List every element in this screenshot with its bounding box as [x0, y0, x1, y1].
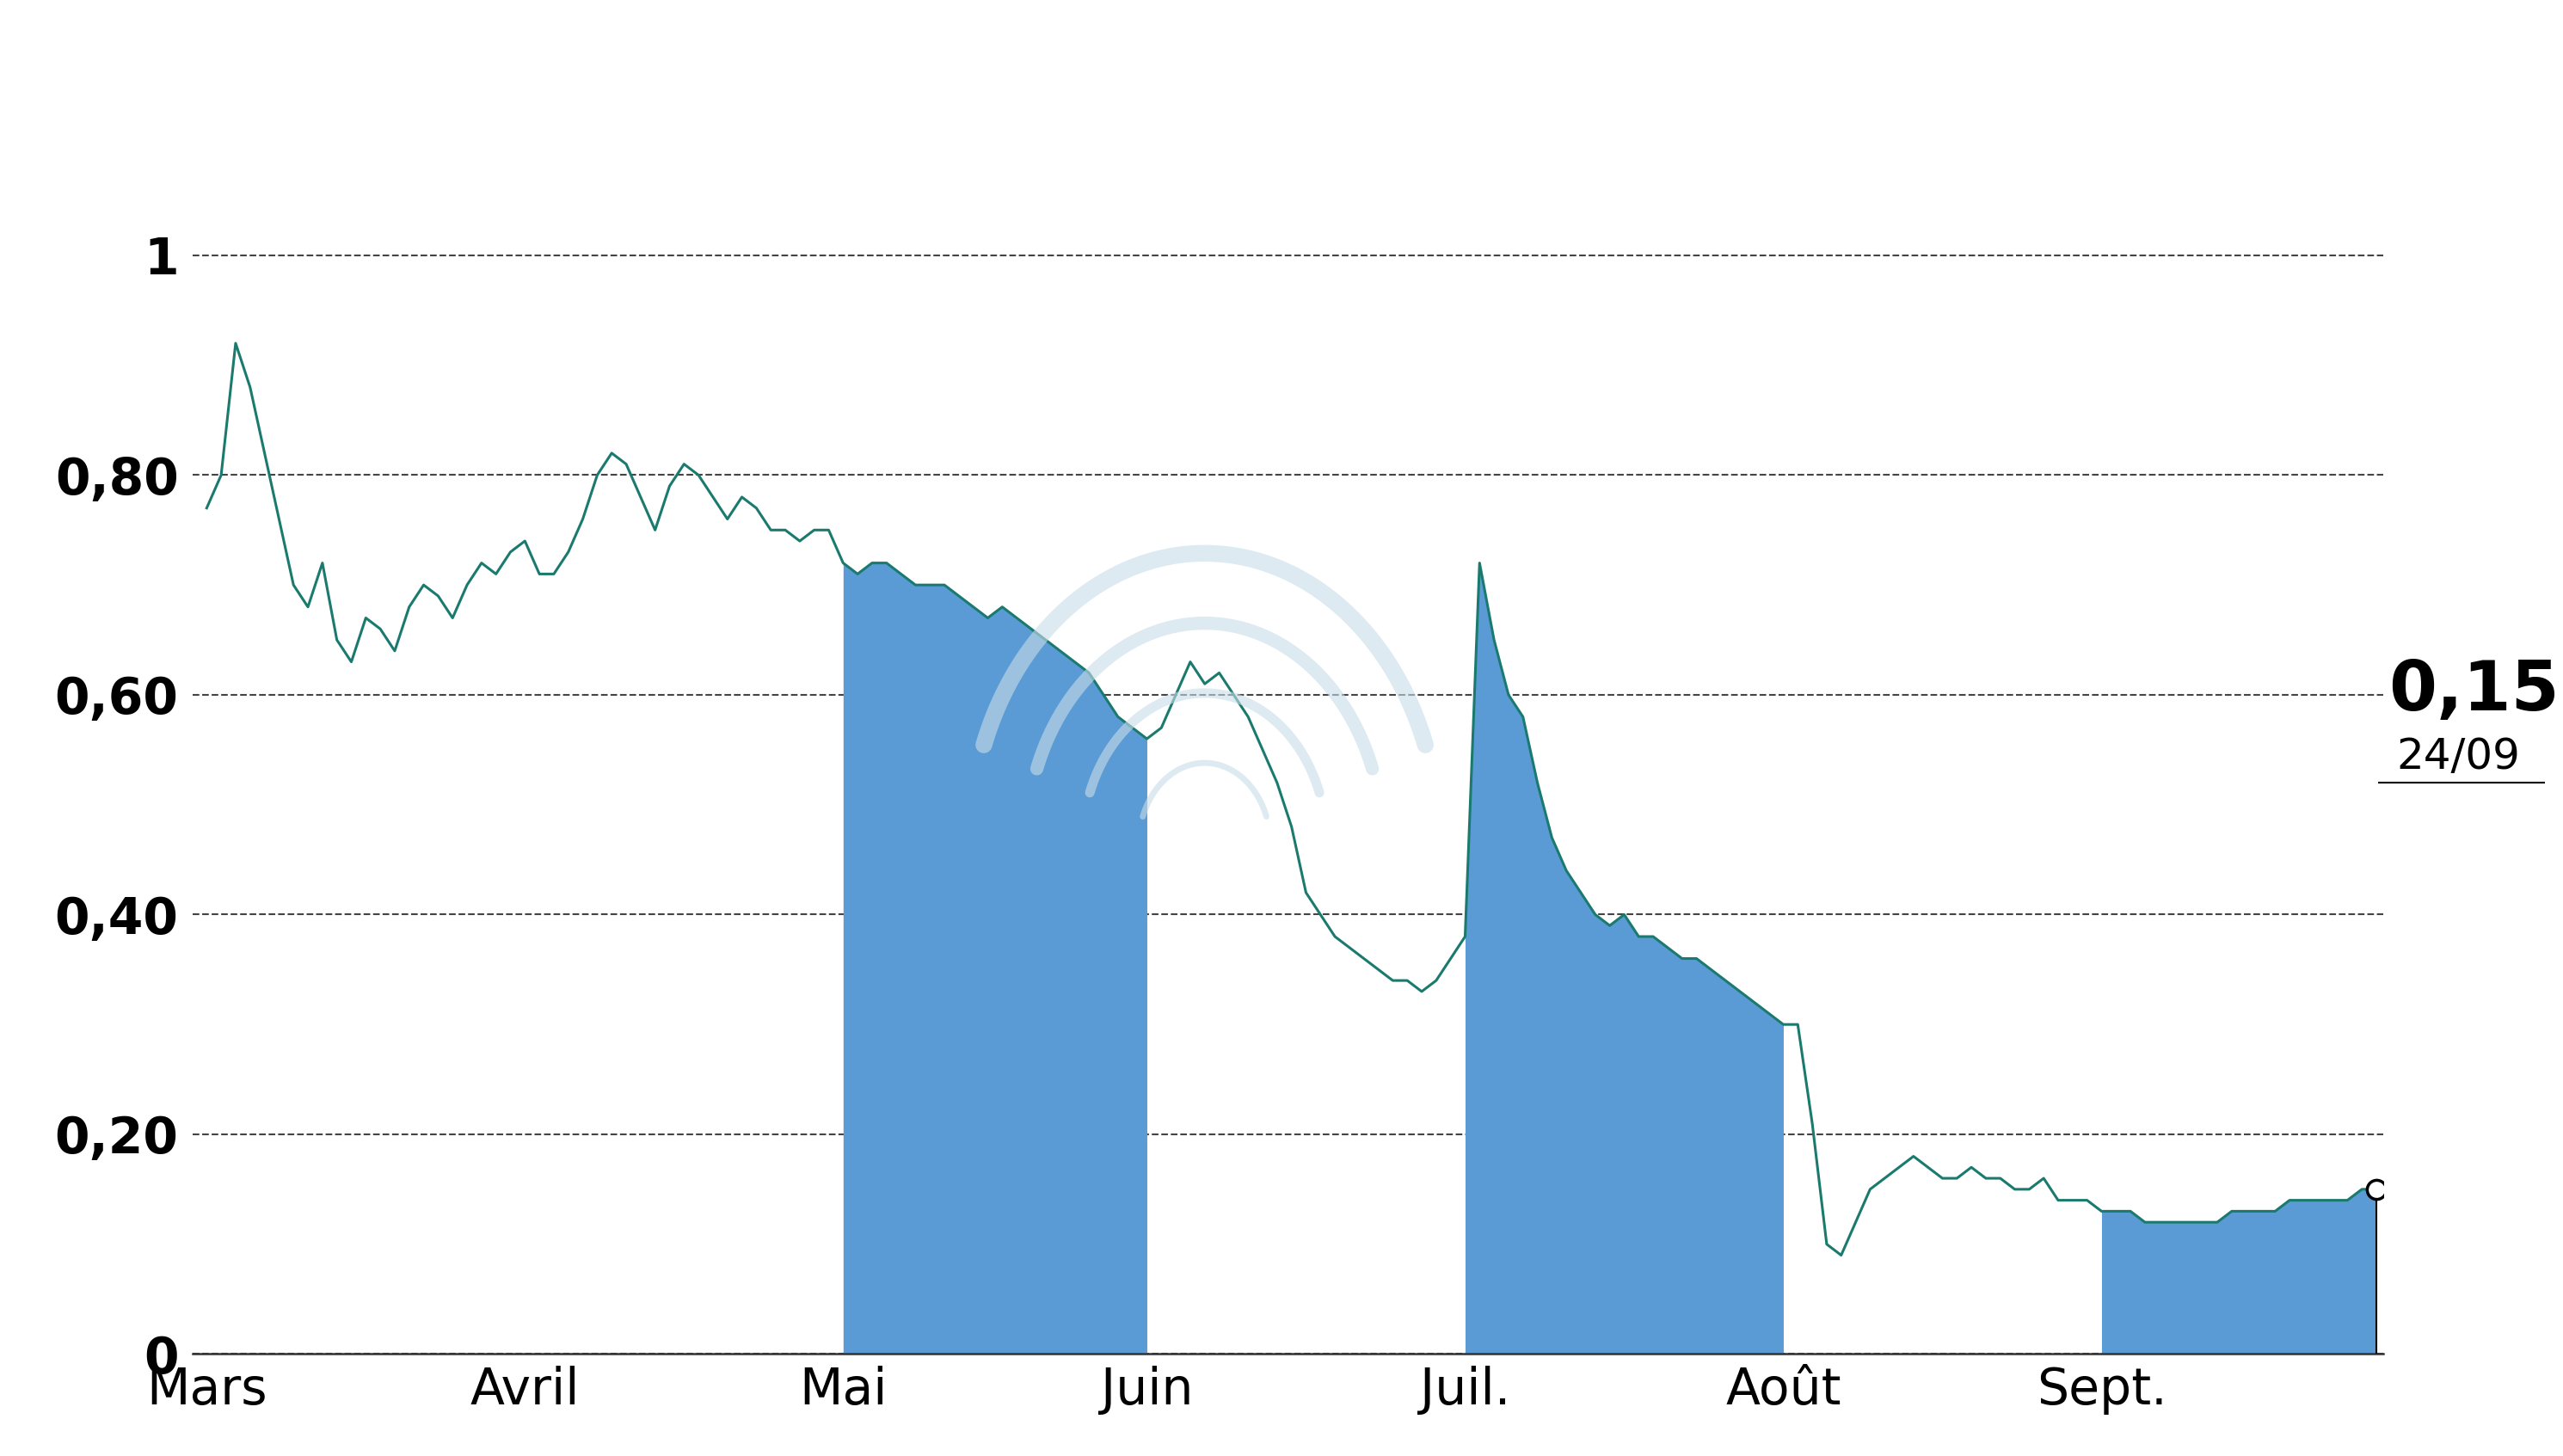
Text: 24/09: 24/09: [2396, 737, 2519, 778]
Text: 0,15: 0,15: [2389, 658, 2560, 725]
Text: Vicinity Motor Corp.: Vicinity Motor Corp.: [677, 16, 1886, 122]
